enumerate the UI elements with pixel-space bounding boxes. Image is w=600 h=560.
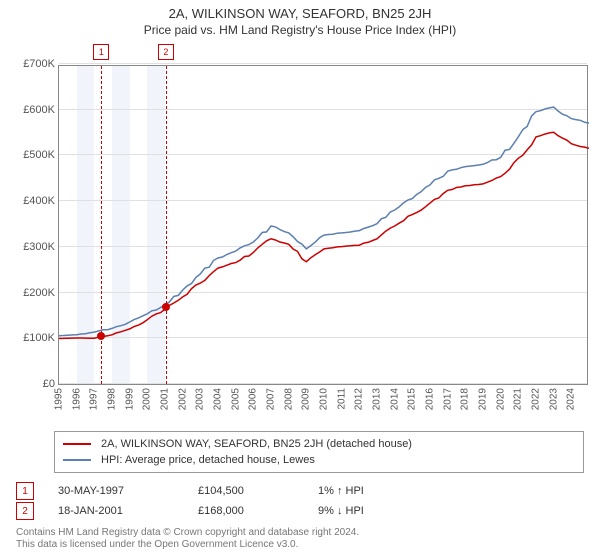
tx-delta: 1% ↑ HPI <box>318 485 438 497</box>
xtick-label: 2013 <box>372 388 383 410</box>
footnote-line2: This data is licensed under the Open Gov… <box>16 539 584 551</box>
xtick-label: 2005 <box>230 388 241 410</box>
xtick-label: 2019 <box>478 388 489 410</box>
ytick-label: £400K <box>23 195 55 207</box>
tx-date: 18-JAN-2001 <box>58 505 198 517</box>
tx-price: £104,500 <box>198 485 318 497</box>
xtick-label: 2023 <box>548 388 559 410</box>
tx-badge: 1 <box>16 482 34 500</box>
gridline-h <box>59 63 587 64</box>
tx-delta: 9% ↓ HPI <box>318 505 438 517</box>
ytick-label: £100K <box>23 332 55 344</box>
xtick-label: 2011 <box>336 388 347 410</box>
legend-label: 2A, WILKINSON WAY, SEAFORD, BN25 2JH (de… <box>101 436 412 452</box>
ytick-label: £700K <box>23 58 55 70</box>
xtick-label: 1998 <box>107 388 118 410</box>
tx-badge: 2 <box>16 502 34 520</box>
xtick-label: 2012 <box>354 388 365 410</box>
xtick-label: 2008 <box>283 388 294 410</box>
title-address: 2A, WILKINSON WAY, SEAFORD, BN25 2JH <box>8 6 592 21</box>
xtick-label: 2022 <box>531 388 542 410</box>
titles: 2A, WILKINSON WAY, SEAFORD, BN25 2JH Pri… <box>8 6 592 41</box>
ytick-label: £500K <box>23 149 55 161</box>
tx-row: 2 18-JAN-2001£168,0009% ↓ HPI <box>16 501 584 521</box>
chart-container: 2A, WILKINSON WAY, SEAFORD, BN25 2JH Pri… <box>0 0 600 560</box>
xtick-label: 2018 <box>460 388 471 410</box>
tx-badge-chart: 2 <box>158 44 174 60</box>
footnote-line1: Contains HM Land Registry data © Crown c… <box>16 527 584 539</box>
xtick-label: 1999 <box>124 388 135 410</box>
tx-marker <box>162 303 170 311</box>
xtick-label: 2024 <box>566 388 577 410</box>
xtick-label: 2017 <box>442 388 453 410</box>
tx-row: 1 30-MAY-1997£104,5001% ↑ HPI <box>16 481 584 501</box>
xtick-label: 2000 <box>142 388 153 410</box>
xtick-label: 2007 <box>266 388 277 410</box>
xtick-label: 2006 <box>248 388 259 410</box>
series-lines <box>59 66 589 386</box>
xtick-label: 2003 <box>195 388 206 410</box>
legend-swatch <box>63 443 91 445</box>
chart-area: £0£100K£200K£300K£400K£500K£600K£700K199… <box>8 41 592 425</box>
ytick-label: £200K <box>23 287 55 299</box>
title-subtitle: Price paid vs. HM Land Registry's House … <box>8 23 592 37</box>
xtick-label: 1996 <box>71 388 82 410</box>
xtick-label: 2010 <box>319 388 330 410</box>
xtick-label: 2009 <box>301 388 312 410</box>
tx-date: 30-MAY-1997 <box>58 485 198 497</box>
xtick-label: 2002 <box>177 388 188 410</box>
xtick-label: 2021 <box>513 388 524 410</box>
legend-swatch <box>63 459 91 461</box>
legend-label: HPI: Average price, detached house, Lewe… <box>101 452 315 468</box>
tx-vline <box>166 66 167 384</box>
ytick-label: £300K <box>23 241 55 253</box>
plot-area: £0£100K£200K£300K£400K£500K£600K£700K199… <box>58 65 588 385</box>
ytick-label: £600K <box>23 104 55 116</box>
tx-marker <box>97 332 105 340</box>
legend-item: 2A, WILKINSON WAY, SEAFORD, BN25 2JH (de… <box>63 436 575 452</box>
xtick-label: 2015 <box>407 388 418 410</box>
transactions-table: 1 30-MAY-1997£104,5001% ↑ HPI 2 18-JAN-2001… <box>16 481 584 521</box>
tx-price: £168,000 <box>198 505 318 517</box>
xtick-label: 1997 <box>89 388 100 410</box>
tx-badge-chart: 1 <box>93 44 109 60</box>
series-hpi <box>59 107 589 336</box>
xtick-label: 2001 <box>160 388 171 410</box>
legend-item: HPI: Average price, detached house, Lewe… <box>63 452 575 468</box>
legend: 2A, WILKINSON WAY, SEAFORD, BN25 2JH (de… <box>54 431 584 473</box>
footnote: Contains HM Land Registry data © Crown c… <box>16 527 584 551</box>
xtick-label: 2016 <box>425 388 436 410</box>
xtick-label: 2014 <box>389 388 400 410</box>
xtick-label: 1995 <box>54 388 65 410</box>
xtick-label: 2020 <box>495 388 506 410</box>
xtick-label: 2004 <box>213 388 224 410</box>
